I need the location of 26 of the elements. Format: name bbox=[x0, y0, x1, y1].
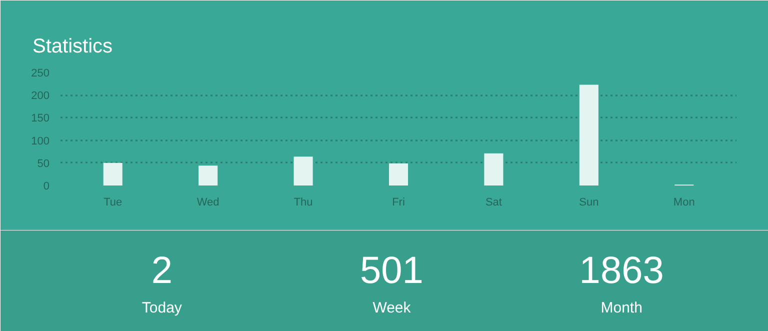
bar bbox=[198, 166, 218, 186]
bar bbox=[103, 162, 122, 186]
x-tick-label: Sat bbox=[485, 196, 502, 208]
bar bbox=[579, 84, 598, 186]
text: 1863 bbox=[579, 250, 664, 292]
y-tick-label: 200 bbox=[31, 90, 50, 102]
bar bbox=[388, 163, 408, 186]
text: Today bbox=[142, 299, 182, 316]
x-tick-label: Fri bbox=[392, 196, 405, 208]
bar bbox=[294, 156, 313, 186]
text: Month bbox=[600, 299, 642, 316]
y-tick-label: 50 bbox=[37, 158, 50, 170]
text: 501 bbox=[360, 250, 424, 292]
y-tick-label: 150 bbox=[31, 112, 50, 125]
x-tick-label: Tue bbox=[104, 196, 122, 208]
bar bbox=[484, 153, 504, 186]
y-tick-label: 0 bbox=[43, 180, 50, 192]
x-tick-label: Wed bbox=[196, 196, 220, 208]
chart-title: Statistics bbox=[32, 36, 113, 58]
text: 2 bbox=[151, 250, 172, 292]
x-tick-label: Sun bbox=[579, 196, 599, 208]
y-tick-label: 100 bbox=[31, 135, 50, 148]
text: Week bbox=[372, 299, 412, 316]
x-tick-label: Mon bbox=[673, 196, 695, 208]
y-tick-label: 250 bbox=[31, 68, 50, 80]
x-tick-label: Thu bbox=[294, 196, 313, 208]
